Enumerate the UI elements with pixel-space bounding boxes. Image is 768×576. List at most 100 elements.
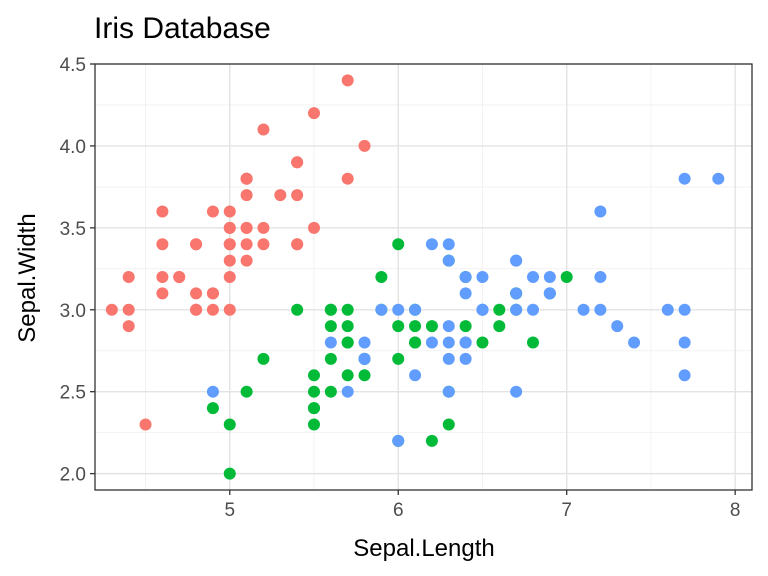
data-point-series-1 — [190, 238, 203, 251]
data-point-series-1 — [156, 205, 169, 218]
data-point-series-3 — [594, 271, 607, 283]
data-point-series-3 — [628, 336, 641, 349]
data-point-series-3 — [409, 369, 422, 382]
data-point-series-3 — [459, 336, 472, 349]
data-point-series-1 — [105, 303, 118, 316]
data-point-series-3 — [341, 385, 354, 398]
data-point-series-1 — [341, 172, 354, 185]
data-point-series-3 — [510, 385, 523, 398]
data-point-series-3 — [510, 254, 523, 267]
data-point-series-3 — [678, 369, 691, 382]
data-point-series-3 — [375, 303, 388, 316]
x-tick-label: 5 — [224, 500, 235, 521]
data-point-series-3 — [425, 336, 438, 349]
data-point-series-2 — [425, 434, 438, 447]
data-point-series-3 — [409, 303, 422, 316]
data-point-series-3 — [594, 205, 607, 218]
data-point-series-2 — [341, 320, 354, 333]
data-point-series-2 — [392, 352, 405, 365]
data-point-series-1 — [223, 271, 236, 283]
data-point-series-1 — [156, 271, 169, 283]
data-point-series-2 — [308, 369, 320, 382]
data-point-series-2 — [476, 336, 489, 349]
x-tick-label: 6 — [393, 500, 404, 521]
data-point-series-1 — [156, 287, 169, 300]
data-point-series-1 — [308, 221, 320, 234]
data-point-series-3 — [577, 303, 590, 316]
data-point-series-2 — [459, 320, 472, 333]
data-point-series-3 — [324, 336, 337, 349]
data-point-series-1 — [291, 238, 304, 251]
data-point-series-3 — [661, 303, 674, 316]
data-point-series-3 — [442, 385, 455, 398]
data-point-series-3 — [442, 254, 455, 267]
data-point-series-3 — [442, 238, 455, 251]
data-point-series-1 — [274, 189, 287, 202]
data-point-series-3 — [459, 287, 472, 300]
data-point-series-3 — [442, 320, 455, 333]
data-point-series-2 — [527, 336, 539, 349]
data-point-series-2 — [392, 238, 405, 251]
y-tick-label: 3.5 — [60, 219, 86, 240]
data-point-series-1 — [122, 271, 135, 283]
data-point-series-2 — [560, 271, 573, 283]
data-point-series-1 — [190, 287, 203, 300]
data-point-series-3 — [712, 172, 725, 185]
data-point-series-2 — [341, 303, 354, 316]
data-point-series-2 — [291, 303, 304, 316]
data-point-series-1 — [257, 221, 270, 234]
data-points — [105, 74, 725, 480]
data-point-series-1 — [223, 254, 236, 267]
data-point-series-3 — [611, 320, 624, 333]
data-point-series-3 — [594, 303, 607, 316]
y-tick-label: 4.5 — [60, 55, 86, 76]
data-point-series-2 — [308, 418, 320, 431]
data-point-series-3 — [527, 303, 539, 316]
data-point-series-1 — [122, 320, 135, 333]
data-point-series-1 — [190, 303, 203, 316]
data-point-series-1 — [223, 303, 236, 316]
data-point-series-2 — [409, 336, 422, 349]
data-point-series-1 — [240, 221, 253, 234]
y-tick-label: 2.5 — [60, 383, 86, 404]
data-point-series-3 — [358, 352, 371, 365]
data-point-series-3 — [543, 287, 556, 300]
data-point-series-3 — [392, 303, 405, 316]
data-point-series-2 — [240, 385, 253, 398]
data-point-series-1 — [291, 189, 304, 202]
plot-border — [94, 63, 753, 491]
data-point-series-3 — [543, 271, 556, 283]
data-point-series-2 — [223, 418, 236, 431]
data-point-series-1 — [223, 221, 236, 234]
data-point-series-1 — [257, 123, 270, 136]
data-point-series-2 — [409, 320, 422, 333]
x-tick-label: 8 — [730, 500, 741, 521]
data-point-series-3 — [392, 434, 405, 447]
data-point-series-1 — [308, 107, 320, 120]
data-point-series-2 — [257, 352, 270, 365]
data-point-series-2 — [324, 352, 337, 365]
data-point-series-1 — [240, 172, 253, 185]
data-point-series-2 — [206, 402, 219, 415]
chart-title: Iris Database — [94, 12, 271, 45]
data-point-series-2 — [375, 271, 388, 283]
data-point-series-3 — [358, 336, 371, 349]
plot-panel — [95, 64, 752, 490]
data-point-series-1 — [240, 254, 253, 267]
y-axis-title: Sepal.Width — [14, 213, 41, 342]
data-point-series-1 — [122, 303, 135, 316]
data-point-series-3 — [678, 303, 691, 316]
data-point-series-3 — [476, 303, 489, 316]
data-point-series-1 — [139, 418, 152, 431]
y-tick-label: 4.0 — [60, 137, 86, 158]
data-point-series-1 — [341, 74, 354, 87]
data-point-series-2 — [493, 303, 506, 316]
data-point-series-1 — [257, 238, 270, 251]
data-point-series-3 — [510, 287, 523, 300]
data-point-series-3 — [459, 271, 472, 283]
data-point-series-1 — [223, 238, 236, 251]
x-tick-label: 7 — [561, 500, 572, 521]
data-point-series-3 — [678, 336, 691, 349]
data-point-series-1 — [206, 205, 219, 218]
data-point-series-2 — [425, 320, 438, 333]
